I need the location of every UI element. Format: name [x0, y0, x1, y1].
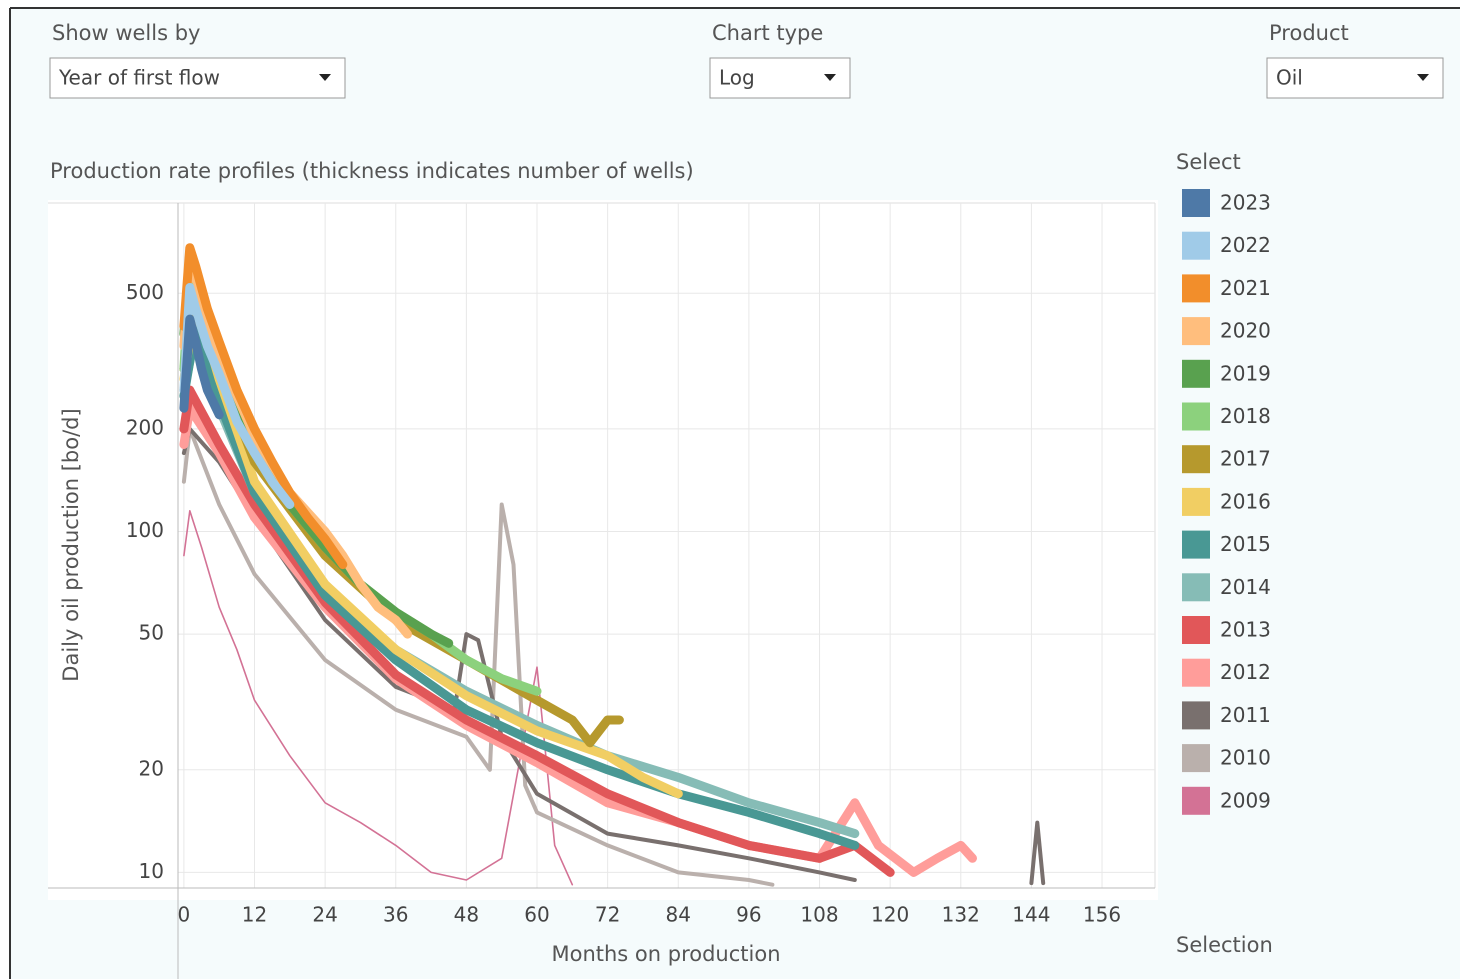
dropdown[interactable]: Oil [1266, 57, 1444, 99]
x-tick-label: 48 [454, 903, 479, 927]
x-tick-label: 24 [312, 903, 337, 927]
legend-label: 2020 [1220, 319, 1271, 343]
y-axis-title: Daily oil production [bo/d] [59, 408, 83, 681]
legend-swatch [1182, 616, 1210, 644]
series-line [179, 385, 895, 877]
legend-label: 2019 [1220, 361, 1271, 385]
legend-swatch [1182, 658, 1210, 687]
dropdown[interactable]: Year of first flow [49, 57, 346, 99]
dropdown-arrow [1417, 74, 1429, 81]
legend-swatch [1182, 573, 1210, 602]
legend-item[interactable]: 2011 [1182, 701, 1271, 730]
chart-title: Production rate profiles (thickness indi… [50, 159, 694, 183]
legend-label: 2022 [1220, 233, 1271, 257]
legend-item[interactable]: 2020 [1182, 317, 1271, 346]
y-tick-label: 500 [126, 280, 164, 304]
dropdown-value: Year of first flow [58, 66, 220, 90]
x-tick-label: 60 [524, 903, 549, 927]
dropdown-value: Log [719, 66, 755, 90]
legend-label: 2017 [1220, 447, 1271, 471]
dropdown-arrow [824, 74, 836, 81]
y-tick-label: 100 [126, 518, 164, 542]
legend-swatch [1182, 274, 1210, 303]
legend-swatch [1182, 359, 1210, 388]
plot-area [179, 243, 1046, 887]
series-line [179, 283, 295, 509]
legend-label: 2013 [1220, 618, 1271, 642]
legend-item[interactable]: 2013 [1182, 616, 1271, 644]
series-line [179, 321, 860, 850]
x-tick-label: 108 [800, 903, 838, 927]
legend-swatch [1182, 701, 1210, 730]
dropdown-box [709, 57, 851, 99]
legend-swatch [1182, 231, 1210, 260]
x-tick-label: 72 [595, 903, 620, 927]
x-tick-label: 96 [736, 903, 761, 927]
legend-item[interactable]: 2018 [1182, 402, 1271, 431]
legend-item[interactable]: 2017 [1182, 445, 1271, 474]
x-tick-label: 84 [666, 903, 691, 927]
legend-swatch [1182, 317, 1210, 346]
series-line [179, 314, 224, 420]
x-tick-label: 132 [942, 903, 980, 927]
x-tick-label: 12 [242, 903, 267, 927]
legend-swatch [1182, 402, 1210, 431]
x-tick-label: 36 [383, 903, 408, 927]
legend-item[interactable]: 2019 [1182, 359, 1271, 388]
legend-label: 2016 [1220, 489, 1271, 513]
control-label: Show wells by [52, 21, 200, 45]
legend-swatch [1182, 487, 1210, 516]
legend-item[interactable]: 2010 [1182, 744, 1271, 773]
legend-item[interactable]: 2022 [1182, 231, 1271, 260]
x-tick-label: 144 [1012, 903, 1050, 927]
x-tick-label: 0 [178, 903, 191, 927]
legend-item[interactable]: 2014 [1182, 573, 1271, 602]
legend-label: 2023 [1220, 191, 1271, 215]
legend-label: 2010 [1220, 746, 1271, 770]
legend-label: 2012 [1220, 660, 1271, 684]
y-tick-label: 50 [139, 621, 164, 645]
legend-swatch [1182, 530, 1210, 559]
plot-background [48, 200, 1158, 900]
legend-swatch [1182, 744, 1210, 773]
legend-item[interactable]: 2009 [1182, 786, 1271, 815]
legend-label: 2011 [1220, 703, 1271, 727]
control-label: Chart type [712, 21, 823, 45]
legend-title: Select [1176, 150, 1241, 174]
dropdown-arrow [319, 74, 331, 81]
legend-label: 2015 [1220, 532, 1271, 556]
legend-label: 2014 [1220, 575, 1271, 599]
selection-title: Selection [1176, 933, 1273, 957]
x-tick-label: 120 [871, 903, 909, 927]
dropdown[interactable]: Log [709, 57, 851, 99]
control-label: Product [1269, 21, 1349, 45]
legend-label: 2018 [1220, 404, 1271, 428]
x-tick-label: 156 [1083, 903, 1121, 927]
y-tick-label: 10 [139, 859, 164, 883]
legend-swatch [1182, 786, 1210, 815]
legend-swatch [1182, 189, 1210, 217]
x-axis-title: Months on production [551, 942, 780, 966]
dropdown-value: Oil [1276, 66, 1303, 90]
legend-item[interactable]: 2015 [1182, 530, 1271, 559]
legend-item[interactable]: 2021 [1182, 274, 1271, 303]
dropdown-box [1266, 57, 1444, 99]
legend-item[interactable]: 2012 [1182, 658, 1271, 687]
legend-label: 2021 [1220, 276, 1271, 300]
y-tick-label: 20 [139, 756, 164, 780]
y-tick-label: 200 [126, 415, 164, 439]
legend-label: 2009 [1220, 788, 1271, 812]
series-line [181, 426, 775, 887]
legend-swatch [1182, 445, 1210, 474]
dropdown-box [49, 57, 346, 99]
legend-item[interactable]: 2016 [1182, 487, 1271, 516]
legend-item[interactable]: 2023 [1182, 189, 1271, 217]
series-line [179, 243, 348, 570]
